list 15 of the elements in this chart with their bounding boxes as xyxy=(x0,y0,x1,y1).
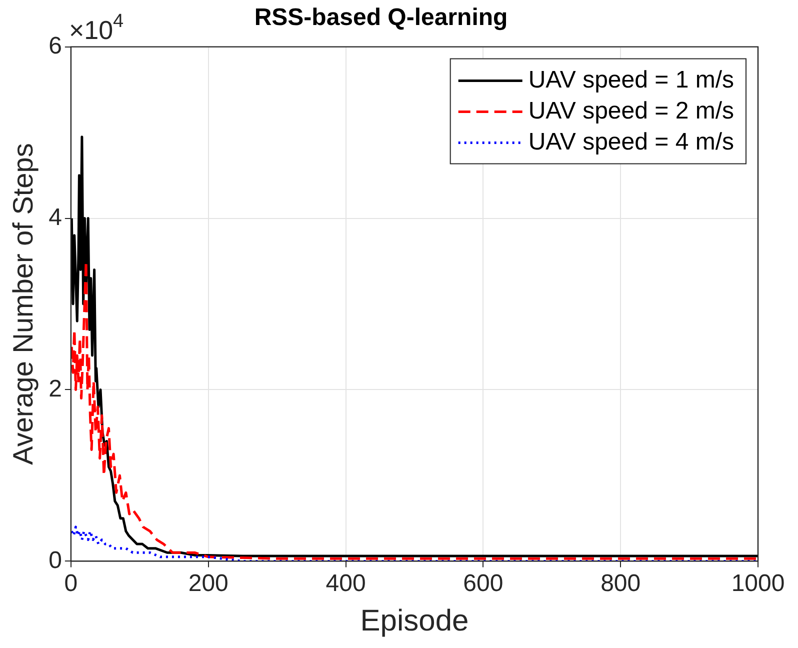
x-tick-label: 1000 xyxy=(731,570,785,598)
x-tick-label: 800 xyxy=(600,570,641,598)
x-tick-label: 400 xyxy=(326,570,366,598)
legend-label: UAV speed = 1 m/s xyxy=(528,66,734,94)
y-tick-label: 4 xyxy=(48,204,62,231)
x-tick-label: 200 xyxy=(188,570,228,598)
chart-title: RSS-based Q-learning xyxy=(254,4,508,32)
y-tick-label: 6 xyxy=(48,32,62,60)
y-tick-label: 0 xyxy=(48,546,62,574)
x-axis-title: Episode xyxy=(360,604,469,638)
x-tick-label: 600 xyxy=(463,570,504,598)
y-tick-label: 2 xyxy=(48,375,62,402)
legend-label: UAV speed = 2 m/s xyxy=(528,97,734,124)
y-axis-title: Average Number of Steps xyxy=(8,143,39,465)
legend-label: UAV speed = 4 m/s xyxy=(528,128,734,156)
